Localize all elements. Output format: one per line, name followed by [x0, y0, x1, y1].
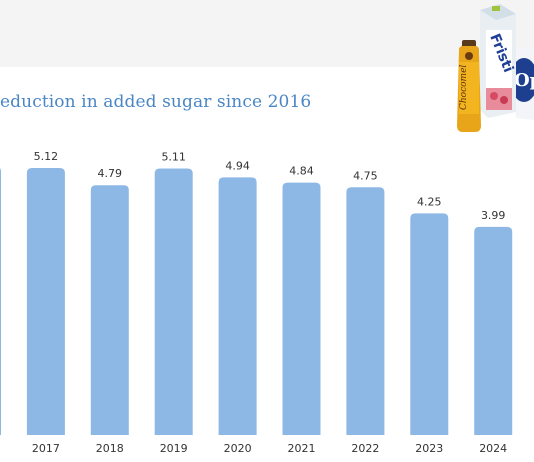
bar-2023	[410, 213, 449, 435]
x-tick-2020: 2020	[224, 442, 252, 455]
bar-2021	[282, 182, 321, 435]
chocolate-milk-bottle-icon: Chocomel	[457, 40, 481, 132]
x-tick-2022: 2022	[351, 442, 379, 455]
bar-2024	[474, 226, 513, 435]
x-tick-2018: 2018	[96, 442, 124, 455]
fruit-drink-carton-icon: Fristi	[480, 4, 516, 118]
x-axis-ticks: 2017 2018 2019 2020 2021 2022 2023 2024	[32, 442, 507, 455]
value-label-2019: 5.11	[161, 151, 186, 164]
bar-2019	[154, 168, 193, 435]
x-tick-2021: 2021	[288, 442, 316, 455]
value-label-2021: 4.84	[289, 165, 314, 178]
x-tick-2024: 2024	[479, 442, 507, 455]
value-label-2024: 3.99	[481, 209, 506, 222]
svg-text:Chocomel: Chocomel	[459, 65, 469, 110]
bar-2020	[218, 177, 257, 435]
value-labels-group: 5.12 4.79 5.11 4.94 4.84 4.75 4.25 3.99	[34, 150, 506, 222]
bar-2016	[0, 168, 1, 435]
bars-group	[0, 168, 513, 435]
value-label-2022: 4.75	[353, 169, 378, 182]
product-images: Op Fristi Chocomel	[457, 4, 534, 132]
x-tick-2019: 2019	[160, 442, 188, 455]
value-label-2020: 4.94	[225, 159, 250, 172]
chart-title: eduction in added sugar since 2016	[0, 92, 312, 112]
x-tick-2017: 2017	[32, 442, 60, 455]
bar-2018	[90, 185, 129, 435]
x-tick-2023: 2023	[415, 442, 443, 455]
bar-2022	[346, 187, 385, 435]
bar-2017	[26, 168, 65, 435]
header-band	[0, 0, 534, 67]
yogurt-logo: Op	[514, 70, 534, 91]
value-label-2018: 4.79	[98, 167, 123, 180]
value-label-2023: 4.25	[417, 195, 442, 208]
value-label-2017: 5.12	[34, 150, 59, 163]
